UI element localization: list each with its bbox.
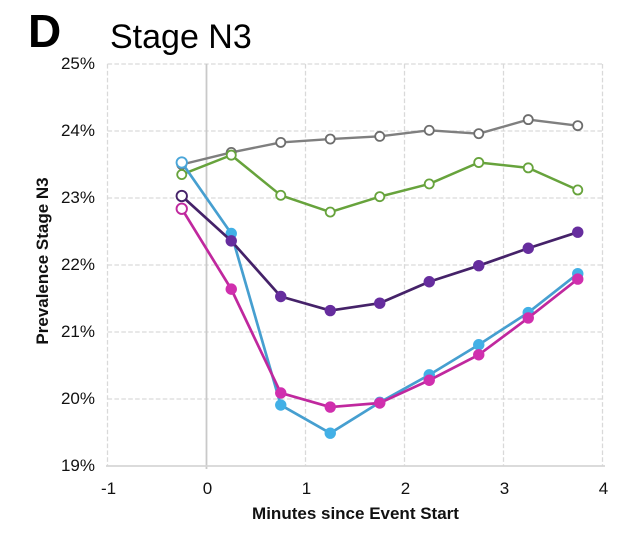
svg-text:D: D xyxy=(28,5,61,57)
svg-text:22%: 22% xyxy=(61,255,95,274)
svg-text:-1: -1 xyxy=(101,479,116,498)
svg-text:19%: 19% xyxy=(61,456,95,475)
svg-text:Stage N3: Stage N3 xyxy=(110,18,252,56)
svg-text:24%: 24% xyxy=(61,121,95,140)
svg-text:0: 0 xyxy=(203,479,212,498)
svg-text:Prevalence Stage N3: Prevalence Stage N3 xyxy=(33,177,52,344)
svg-text:1: 1 xyxy=(302,479,311,498)
svg-text:4: 4 xyxy=(599,479,608,498)
svg-text:25%: 25% xyxy=(61,54,95,73)
svg-text:21%: 21% xyxy=(61,322,95,341)
svg-text:23%: 23% xyxy=(61,188,95,207)
svg-text:3: 3 xyxy=(500,479,509,498)
svg-text:Minutes since Event Start: Minutes since Event Start xyxy=(252,504,459,523)
svg-text:2: 2 xyxy=(401,479,410,498)
svg-text:20%: 20% xyxy=(61,389,95,408)
